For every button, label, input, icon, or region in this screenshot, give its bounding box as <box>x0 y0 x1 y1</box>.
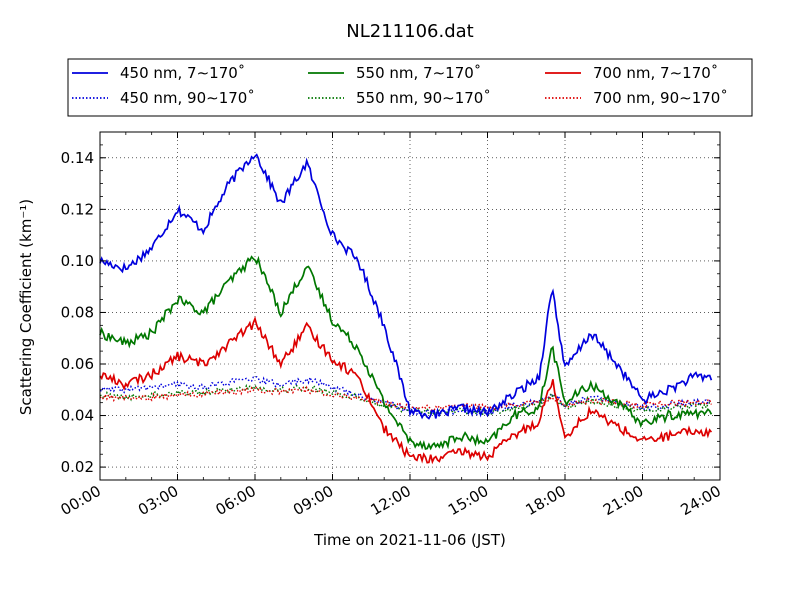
legend-label-1: 450 nm, 7∼170˚ <box>120 64 245 82</box>
x-tick-label: 12:00 <box>368 482 414 519</box>
y-axis-label: Scattering Coefficient (km⁻¹) <box>17 199 35 415</box>
y-tick-label: 0.04 <box>61 407 94 425</box>
legend-box <box>67 58 753 117</box>
y-tick-label: 0.10 <box>61 252 94 270</box>
x-tick-label: 03:00 <box>135 482 181 519</box>
legend-label-3: 700 nm, 7∼170˚ <box>593 64 718 82</box>
series-line-1 <box>99 153 713 420</box>
legend-label-4: 450 nm, 90∼170˚ <box>120 89 255 107</box>
x-tick-label: 21:00 <box>600 482 646 519</box>
series-line-4 <box>99 375 712 417</box>
legend-label-5: 550 nm, 90∼170˚ <box>356 89 491 107</box>
x-tick-label: 15:00 <box>445 482 491 519</box>
x-tick-label: 09:00 <box>290 482 336 519</box>
x-tick-label: 00:00 <box>58 482 104 519</box>
series-line-6 <box>99 385 713 413</box>
y-tick-label: 0.02 <box>61 458 94 476</box>
series-line-3 <box>99 316 713 465</box>
legend: 450 nm, 7∼170˚ 550 nm, 7∼170˚ 700 nm, 7∼17… <box>67 58 753 117</box>
y-tick-label: 0.08 <box>61 303 94 321</box>
y-tick-label: 0.12 <box>61 200 94 218</box>
x-tick-label: 24:00 <box>678 482 724 519</box>
x-tick-label: 06:00 <box>213 482 259 519</box>
legend-label-2: 550 nm, 7∼170˚ <box>356 64 481 82</box>
x-axis-label: Time on 2021-11-06 (JST) <box>313 531 506 549</box>
chart-title: NL211106.dat <box>346 21 473 42</box>
y-tick-label: 0.06 <box>61 355 94 373</box>
x-tick-label: 18:00 <box>523 482 569 519</box>
legend-label-6: 700 nm, 90∼170˚ <box>593 89 728 107</box>
y-tick-label: 0.14 <box>61 149 94 167</box>
series-line-2 <box>99 255 713 451</box>
plot-area: 00:00 03:00 06:00 09:00 12:00 15:00 18:00 21:00… <box>58 131 724 519</box>
